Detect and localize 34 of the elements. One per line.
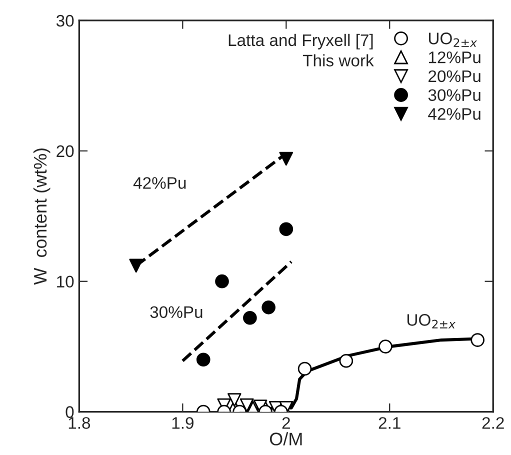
point — [298, 362, 312, 376]
point — [262, 300, 276, 314]
point — [196, 352, 210, 367]
annotation: This work — [302, 54, 374, 66]
x-tick-label: 2 — [282, 417, 290, 429]
point — [215, 274, 229, 288]
point — [279, 222, 294, 236]
annotation: 30%Pu — [150, 306, 202, 318]
point — [279, 152, 294, 166]
y-tick-label: 10 — [57, 276, 74, 288]
y-tick-label: 0 — [66, 406, 74, 418]
x-tick-label: 2.2 — [482, 417, 504, 429]
x-tick-label: 1.9 — [172, 417, 194, 429]
point — [243, 310, 257, 325]
legend-label: UO$_{2±x}$ — [428, 32, 478, 47]
annotation: UO$_{2±x}$ — [407, 314, 456, 328]
legend-label: 20%Pu — [428, 70, 480, 82]
x-axis-title: O/M — [270, 432, 302, 446]
point — [228, 393, 242, 407]
point — [378, 340, 392, 354]
x-tick-label: 1.8 — [68, 417, 90, 429]
point — [129, 258, 144, 273]
point — [339, 354, 354, 368]
annotation: Latta and Fryxell [7] — [228, 34, 373, 50]
y-axis-title: W content (wt%) — [33, 148, 50, 285]
y-tick-label: 20 — [56, 145, 74, 158]
annotation: 42%Pu — [133, 177, 186, 189]
y-tick-label: 30 — [56, 14, 74, 27]
point — [470, 333, 484, 347]
legend-label: 30%Pu — [428, 89, 480, 101]
x-tick-label: 2.1 — [378, 417, 400, 429]
legend-label: 42%Pu — [428, 108, 480, 120]
point — [240, 398, 254, 412]
legend-label: 12%Pu — [428, 51, 480, 64]
